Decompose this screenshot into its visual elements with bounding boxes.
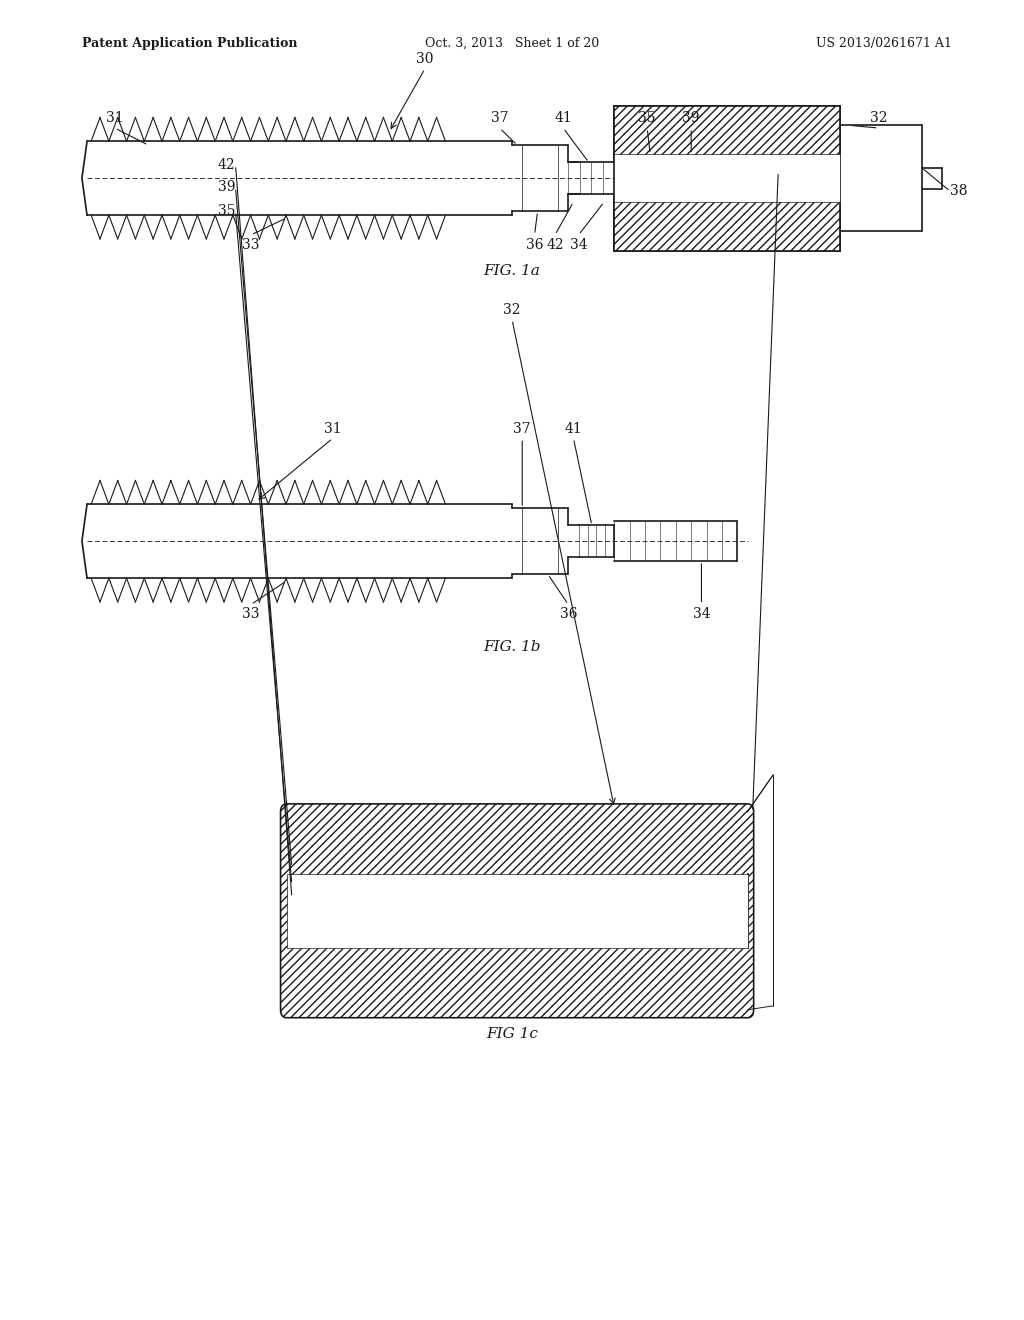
Bar xyxy=(614,106,840,251)
Bar xyxy=(287,874,748,948)
Bar xyxy=(614,154,840,202)
Text: 31: 31 xyxy=(105,111,124,125)
Text: 36: 36 xyxy=(525,238,544,252)
Text: Oct. 3, 2013   Sheet 1 of 20: Oct. 3, 2013 Sheet 1 of 20 xyxy=(425,37,599,50)
Text: 38: 38 xyxy=(778,165,796,178)
Text: FIG. 1a: FIG. 1a xyxy=(483,264,541,279)
Text: 41: 41 xyxy=(554,111,572,125)
Text: 33: 33 xyxy=(242,238,260,252)
Text: 32: 32 xyxy=(503,302,521,317)
Text: FIG. 1b: FIG. 1b xyxy=(483,640,541,655)
Text: 32: 32 xyxy=(869,111,888,125)
FancyBboxPatch shape xyxy=(281,804,754,1018)
Text: 42: 42 xyxy=(546,238,564,252)
Text: 30: 30 xyxy=(416,51,434,66)
Text: 39: 39 xyxy=(218,181,236,194)
Text: 33: 33 xyxy=(242,607,260,622)
Text: 34: 34 xyxy=(692,607,711,622)
Bar xyxy=(614,106,840,251)
Text: 37: 37 xyxy=(490,111,509,125)
Text: Patent Application Publication: Patent Application Publication xyxy=(82,37,297,50)
Text: 35: 35 xyxy=(218,205,236,218)
Text: US 2013/0261671 A1: US 2013/0261671 A1 xyxy=(816,37,952,50)
Text: 31: 31 xyxy=(324,421,342,436)
Text: 37: 37 xyxy=(513,421,531,436)
Text: 38: 38 xyxy=(950,185,968,198)
Text: 34: 34 xyxy=(569,238,588,252)
Text: 35: 35 xyxy=(638,111,656,125)
Text: FIG 1c: FIG 1c xyxy=(486,1027,538,1041)
Text: 39: 39 xyxy=(682,111,700,125)
Text: 36: 36 xyxy=(559,607,578,622)
Text: 42: 42 xyxy=(218,158,236,172)
Text: 41: 41 xyxy=(564,421,583,436)
